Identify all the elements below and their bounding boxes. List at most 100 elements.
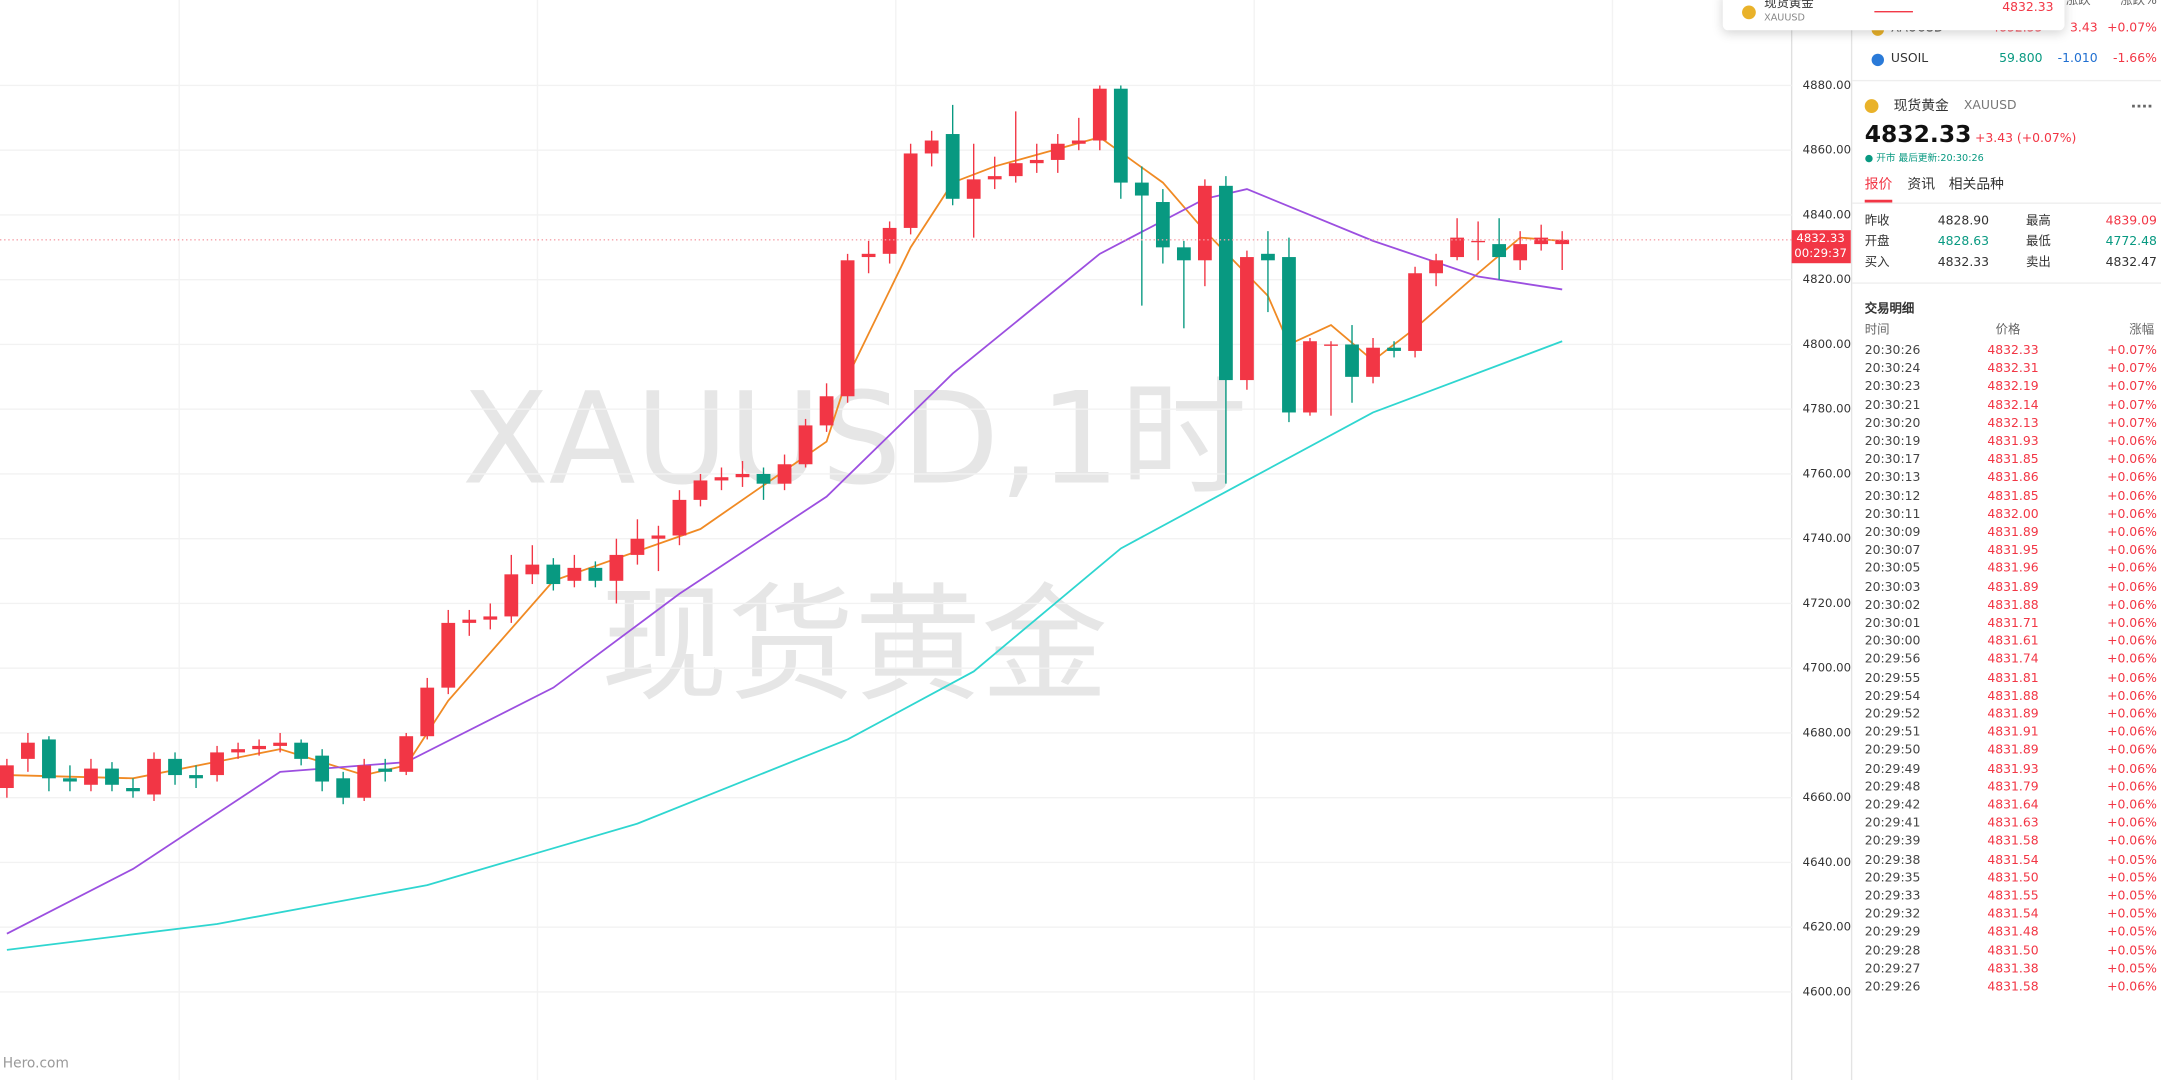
candle-body (1345, 344, 1359, 377)
trade-price: 4831.50 (1987, 944, 2039, 959)
watch-icon (1871, 53, 1884, 67)
candle-body (1450, 237, 1464, 258)
watermark: 现货黄金 (601, 571, 1108, 719)
trade-price: 4831.88 (1987, 689, 2039, 704)
trade-change: +0.05% (2107, 853, 2157, 868)
trade-change: +0.06% (2107, 489, 2157, 504)
candle-body (1366, 347, 1380, 377)
candle-body (189, 775, 203, 779)
divider (1852, 202, 2161, 204)
trade-time: 20:30:05 (1864, 562, 1921, 577)
candle-body (819, 396, 834, 426)
trade-price: 4832.19 (1987, 380, 2039, 395)
candle-body (483, 616, 498, 620)
candle-body (1092, 88, 1107, 141)
trade-time: 20:29:38 (1864, 853, 1921, 868)
tab[interactable]: 相关品种 (1948, 177, 2004, 193)
candle-body (588, 567, 603, 581)
trade-change: +0.06% (2107, 471, 2157, 486)
quote-price: 4832.33 (1864, 121, 1972, 149)
trade-price: 4831.93 (1987, 435, 2039, 450)
candle-body (1408, 273, 1422, 351)
candle-body (1513, 244, 1528, 261)
y-tick-label: 4780.00 (1803, 402, 1851, 416)
candle-body (294, 742, 309, 759)
trade-time: 20:30:21 (1864, 398, 1921, 413)
candle-body (735, 473, 750, 478)
trade-price: 4831.85 (1987, 453, 2039, 468)
candle-body (168, 758, 182, 776)
y-tick-label: 4800.00 (1803, 337, 1851, 351)
trade-time: 20:30:23 (1864, 380, 1921, 395)
trade-price: 4831.85 (1987, 489, 2039, 504)
column-header: 价格 (1995, 323, 2021, 338)
trade-time: 20:29:33 (1864, 889, 1921, 904)
y-tick-label: 4660.00 (1803, 790, 1851, 804)
trade-change: +0.06% (2107, 544, 2157, 559)
trade-price: 4831.50 (1987, 871, 2039, 886)
candle-body (777, 464, 792, 484)
candle-body (1555, 239, 1570, 245)
trade-change: +0.05% (2107, 944, 2157, 959)
candle-body (420, 687, 435, 737)
stat-value: 4828.63 (1937, 235, 1990, 250)
stat-label: 最低 (2025, 235, 2051, 250)
trade-change: +0.06% (2107, 598, 2157, 613)
trade-price: 4831.96 (1987, 562, 2039, 577)
candle-body (399, 736, 414, 772)
trade-time: 20:29:32 (1864, 908, 1921, 922)
candle-body (21, 742, 35, 759)
trade-time: 20:29:54 (1864, 689, 1921, 704)
candle-body (1008, 163, 1023, 177)
ma-line (6, 340, 1563, 951)
y-tick-label: 4600.00 (1803, 984, 1851, 998)
trade-change: +0.06% (2107, 508, 2157, 522)
quote-status: ● 开市 最后更新:20:30:26 (1864, 152, 1984, 164)
trade-change: +0.06% (2107, 580, 2157, 595)
trade-time: 20:30:01 (1864, 617, 1921, 631)
trade-price: 4831.88 (1987, 598, 2039, 613)
trade-price: 4831.55 (1987, 889, 2039, 904)
watch-change: -1.010 (2057, 52, 2098, 67)
candle-body (1134, 182, 1149, 196)
trade-price: 4831.54 (1987, 908, 2039, 922)
candle-body (1471, 240, 1486, 243)
stat-value: 4839.09 (2105, 214, 2157, 229)
trade-price: 4831.89 (1987, 580, 2039, 595)
candle-body (1429, 260, 1443, 274)
trade-change: +0.07% (2107, 344, 2157, 359)
stat-label: 买入 (1864, 256, 1890, 271)
candle-body (84, 768, 98, 785)
trade-change: +0.06% (2107, 689, 2157, 704)
candle-body (1198, 185, 1212, 261)
trade-price: 4831.54 (1987, 853, 2039, 868)
trade-price: 4832.31 (1987, 362, 2039, 377)
trade-change: +0.06% (2107, 726, 2157, 741)
price-tag-price: 4832.33 (1796, 231, 1844, 245)
tab[interactable]: 报价 (1864, 178, 1893, 203)
trade-change: +0.06% (2107, 635, 2157, 650)
popup-sparkline (1874, 11, 1913, 26)
trade-time: 20:30:07 (1864, 544, 1921, 559)
tab[interactable]: 资讯 (1907, 177, 1935, 193)
trade-time: 20:29:26 (1864, 980, 1921, 995)
trade-time: 20:29:41 (1864, 817, 1921, 831)
trade-price: 4831.48 (1987, 926, 2039, 941)
trade-time: 20:29:55 (1864, 671, 1921, 686)
candle-body (63, 778, 77, 782)
quote-name: 现货黄金 (1893, 99, 1949, 115)
trade-change: +0.06% (2107, 653, 2157, 668)
candle-body (546, 564, 561, 585)
more-button[interactable] (2132, 104, 2152, 112)
candle-body (966, 179, 981, 199)
trade-time: 20:29:27 (1864, 962, 1921, 977)
trade-price: 4832.13 (1987, 417, 2039, 431)
candle-body (378, 768, 393, 772)
trade-time: 20:29:35 (1864, 871, 1921, 886)
candle-body (651, 535, 666, 539)
candle-body (105, 768, 119, 785)
y-tick-label: 4860.00 (1803, 143, 1851, 157)
trade-time: 20:30:03 (1864, 580, 1921, 595)
candle-body (945, 134, 960, 199)
